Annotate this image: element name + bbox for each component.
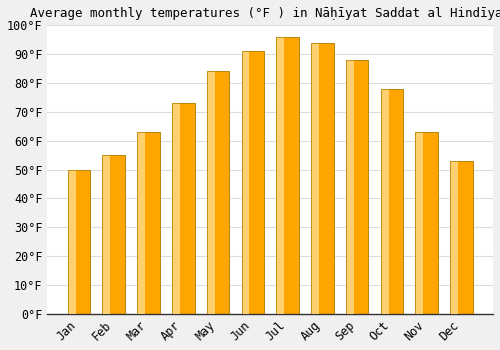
Bar	[416, 132, 438, 314]
Bar	[137, 132, 145, 314]
Bar	[207, 71, 214, 314]
Bar	[102, 155, 125, 314]
Bar	[242, 51, 264, 314]
Title: Average monthly temperatures (°F ) in Nāḥīyat Saddat al Hindīyah: Average monthly temperatures (°F ) in Nā…	[30, 7, 500, 20]
Bar	[346, 60, 368, 314]
Bar	[416, 132, 424, 314]
Bar	[242, 51, 250, 314]
Bar	[311, 43, 319, 314]
Bar	[346, 60, 354, 314]
Bar	[102, 155, 110, 314]
Bar	[380, 89, 404, 314]
Bar	[276, 37, 299, 314]
Bar	[450, 161, 458, 314]
Bar	[172, 103, 195, 314]
Bar	[380, 89, 388, 314]
Bar	[450, 161, 473, 314]
Bar	[242, 51, 264, 314]
Bar	[68, 170, 76, 314]
Bar	[416, 132, 438, 314]
Bar	[276, 37, 284, 314]
Bar	[207, 71, 230, 314]
Bar	[380, 89, 404, 314]
Bar	[172, 103, 180, 314]
Bar	[311, 43, 334, 314]
Bar	[137, 132, 160, 314]
Bar	[172, 103, 195, 314]
Bar	[450, 161, 473, 314]
Bar	[102, 155, 125, 314]
Bar	[276, 37, 299, 314]
Bar	[137, 132, 160, 314]
Bar	[346, 60, 368, 314]
Bar	[207, 71, 230, 314]
Bar	[311, 43, 334, 314]
Bar	[68, 170, 90, 314]
Bar	[68, 170, 90, 314]
